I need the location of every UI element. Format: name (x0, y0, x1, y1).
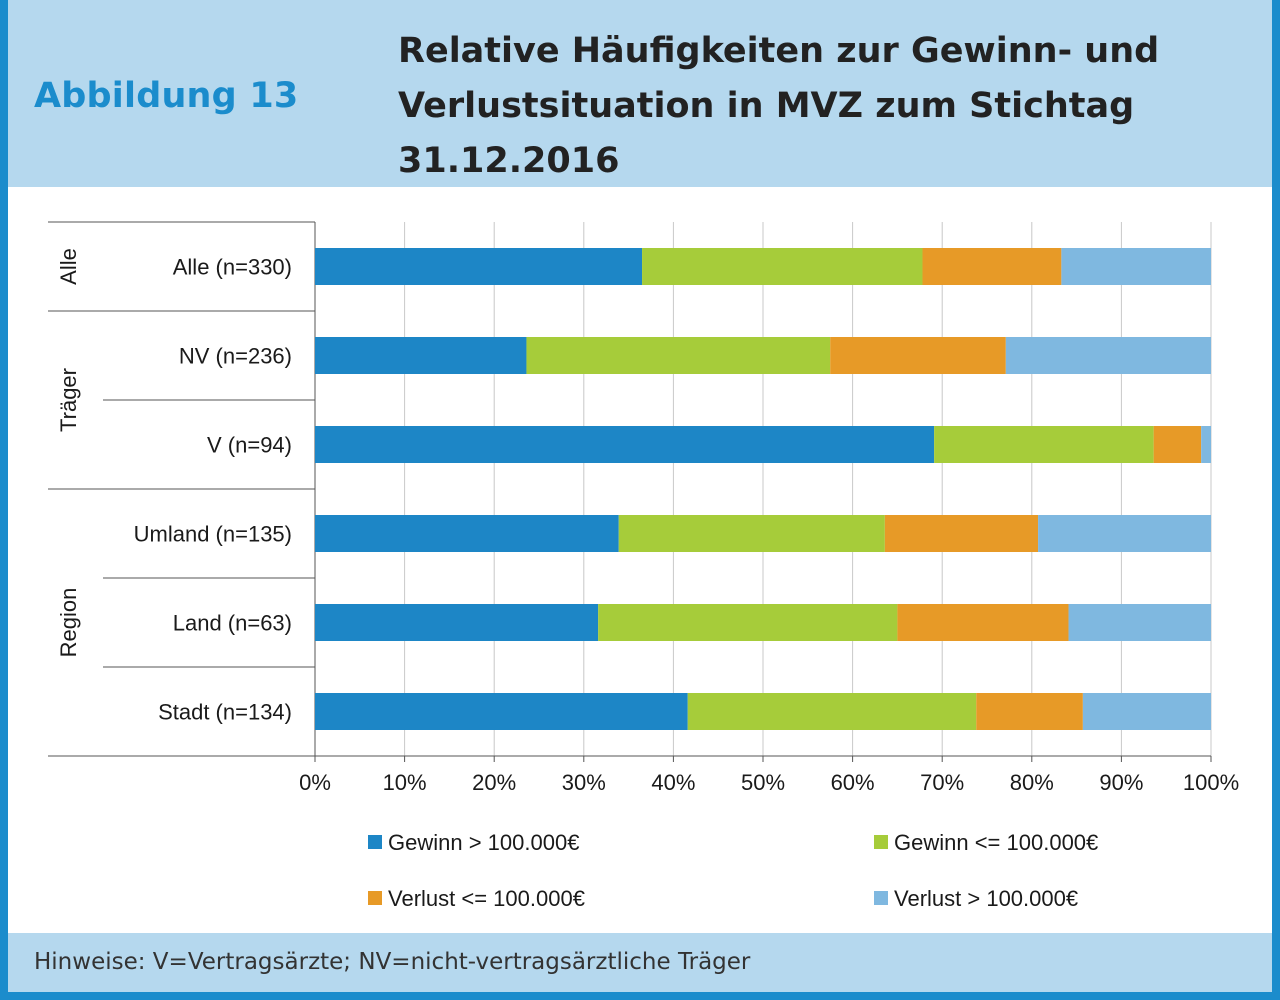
legend-swatch (368, 891, 382, 905)
bar-segment (1153, 426, 1202, 463)
bar-segment (934, 426, 1154, 463)
x-tick-label: 50% (741, 770, 785, 795)
bar-segment (897, 604, 1069, 641)
x-tick-label: 0% (299, 770, 331, 795)
bar-segment (315, 604, 599, 641)
bar-segment (618, 515, 885, 552)
bar-segment (1082, 693, 1211, 730)
bar-segment (1201, 426, 1211, 463)
bar-segment (884, 515, 1039, 552)
bar-segment (922, 248, 1062, 285)
bar-segment (315, 426, 935, 463)
x-tick-label: 100% (1183, 770, 1239, 795)
x-tick-label: 60% (831, 770, 875, 795)
bar-segment (315, 337, 527, 374)
legend-label: Verlust > 100.000€ (894, 886, 1078, 911)
x-tick-label: 40% (651, 770, 695, 795)
bar-segment (830, 337, 1006, 374)
x-tick-label: 80% (1010, 770, 1054, 795)
group-label: Träger (56, 368, 81, 432)
legend-swatch (874, 835, 888, 849)
figure-footer: Hinweise: V=Vertragsärzte; NV=nicht-vert… (8, 933, 1272, 992)
bar-segment (1068, 604, 1211, 641)
footer-note: Hinweise: V=Vertragsärzte; NV=nicht-vert… (34, 949, 751, 975)
legend-label: Gewinn > 100.000€ (388, 830, 579, 855)
bar-segment (598, 604, 898, 641)
legend-label: Gewinn <= 100.000€ (894, 830, 1098, 855)
category-label: Stadt (n=134) (158, 700, 292, 725)
x-tick-label: 30% (562, 770, 606, 795)
category-label: NV (n=236) (179, 344, 292, 369)
category-label: Alle (n=330) (173, 255, 292, 280)
legend-swatch (368, 835, 382, 849)
bar-segment (315, 248, 643, 285)
stacked-bar-chart: Alle (n=330) NV (n=236) V (n=94) Umland (n=… (48, 221, 1239, 911)
figure-title: Relative Häufigkeiten zur Gewinn- und Ve… (398, 31, 1160, 181)
x-tick-label: 90% (1099, 770, 1143, 795)
x-tick-label: 20% (472, 770, 516, 795)
bar-segment (315, 515, 619, 552)
bar-segment (315, 693, 688, 730)
category-label: V (n=94) (207, 433, 292, 458)
bar-segment (1005, 337, 1211, 374)
bar-segment (976, 693, 1083, 730)
group-label: Alle (56, 248, 81, 285)
bar-segment (526, 337, 831, 374)
bar-segment (687, 693, 977, 730)
figure-label: Abbildung 13 (34, 76, 299, 116)
category-label: Land (n=63) (173, 611, 292, 636)
x-tick-label: 10% (383, 770, 427, 795)
bar-segment (1038, 515, 1211, 552)
bar-segment (1061, 248, 1211, 285)
bar-segment (642, 248, 923, 285)
figure-header: Abbildung 13 Relative Häufigkeiten zur G… (8, 0, 1272, 187)
legend-swatch (874, 891, 888, 905)
legend-label: Verlust <= 100.000€ (388, 886, 585, 911)
group-label: Region (56, 588, 81, 658)
category-label: Umland (n=135) (134, 522, 292, 547)
x-tick-label: 70% (920, 770, 964, 795)
